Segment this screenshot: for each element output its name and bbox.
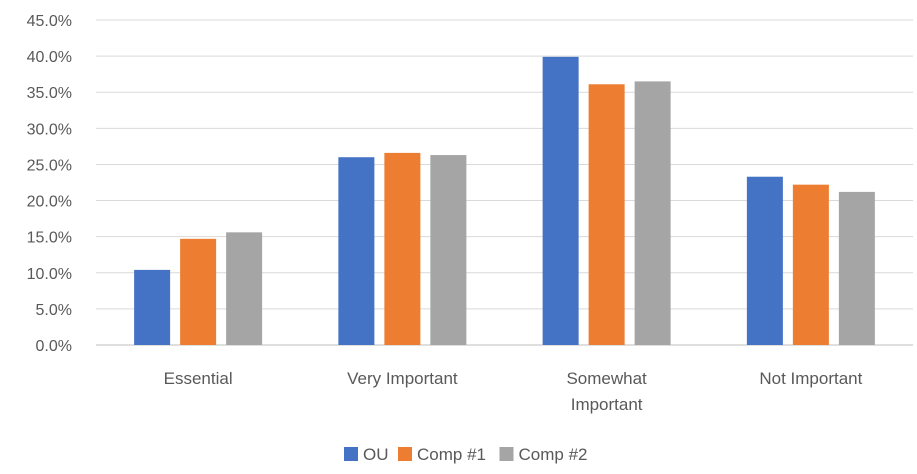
y-axis: 0.0% 5.0% 10.0% 15.0% 20.0% 25.0% 30.0% 35.0% 40…	[27, 13, 72, 355]
bar-comp-1-very-important	[384, 152, 421, 345]
bar-ou-essential	[134, 269, 171, 345]
legend-swatch	[499, 447, 514, 461]
y-tick-label: 25.0%	[27, 157, 72, 174]
legend-swatch	[344, 447, 358, 461]
x-tick-label: Somewhat Important	[566, 369, 647, 414]
y-tick-label: 0.0%	[36, 338, 72, 355]
bar-ou-somewhat-important	[542, 56, 579, 345]
legend-item: Comp #1	[398, 445, 486, 464]
bar-comp-2-very-important	[430, 155, 467, 345]
y-tick-label: 45.0%	[27, 13, 72, 30]
bar-comp-1-essential	[180, 238, 217, 345]
bar-comp-2-not-important	[838, 191, 875, 345]
x-tick-label: Not Important	[759, 369, 862, 388]
y-tick-label: 35.0%	[27, 85, 72, 102]
y-tick-label: 5.0%	[36, 302, 72, 319]
y-tick-label: 20.0%	[27, 194, 72, 211]
legend-item: OU	[344, 445, 389, 464]
bar-comp-2-essential	[226, 232, 263, 345]
bar-comp-2-somewhat-important	[634, 81, 671, 345]
y-tick-label: 15.0%	[27, 230, 72, 247]
x-tick-label: Essential	[164, 369, 233, 388]
bars	[134, 56, 875, 346]
bar-comp-1-not-important	[792, 184, 829, 345]
x-tick-label: Very Important	[347, 369, 458, 388]
bar-ou-very-important	[338, 157, 375, 345]
legend-label: Comp #1	[417, 445, 486, 464]
x-axis: Essential Very Important Somewhat Important…	[164, 369, 863, 414]
legend-label: OU	[363, 445, 389, 464]
y-tick-label: 10.0%	[27, 266, 72, 283]
legend-label: Comp #2	[519, 445, 588, 464]
legend-item: Comp #2	[499, 445, 588, 464]
gridlines	[96, 19, 913, 346]
bar-comp-1-somewhat-important	[588, 84, 625, 346]
legend-swatch	[398, 447, 412, 461]
y-tick-label: 30.0%	[27, 121, 72, 138]
legend: OU Comp #1 Comp #2	[344, 445, 587, 464]
bar-ou-not-important	[746, 176, 783, 345]
y-tick-label: 40.0%	[27, 49, 72, 66]
